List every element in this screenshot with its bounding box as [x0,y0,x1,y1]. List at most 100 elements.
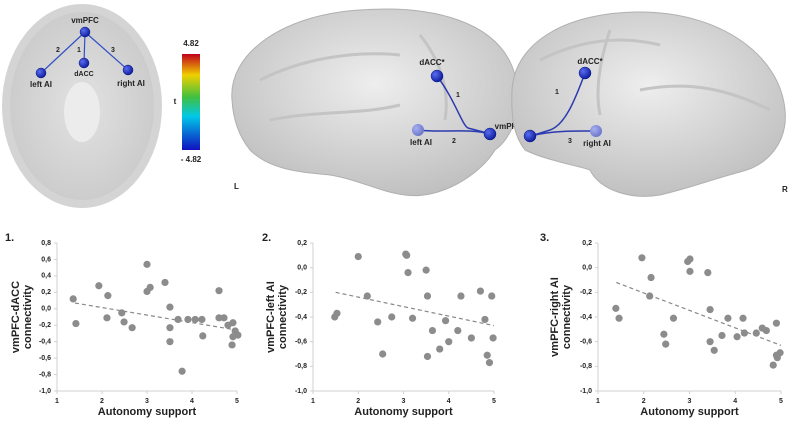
edge-label: 1 [555,89,559,96]
y-tick-label: 0,2 [41,289,51,296]
scatter-chart: 0,2 0,0 -0,2 -0,4 -0,6 -0,8 -1,0 1 2 3 4 5 Autonomy … [262,232,497,418]
point [166,338,174,346]
point [485,359,494,367]
node-label: dACC* [577,57,603,66]
node [590,125,602,137]
node [412,124,424,136]
point [388,313,396,321]
edge [84,31,129,71]
x-axis-label: Autonomy support [640,406,739,418]
y-axis-label: connectivity [277,284,289,349]
edge-label: 1 [77,47,81,54]
panel-label: 2. [262,232,271,244]
point [733,333,741,341]
y-tick-label: 0,0 [582,265,592,272]
point [184,315,192,324]
point [773,354,781,362]
colorbar-scale [182,54,200,150]
point [198,315,206,324]
point [178,367,186,375]
x-axis-label: Autonomy support [354,406,453,418]
point [423,292,432,300]
ventricle [64,82,100,142]
point [166,303,174,311]
point [467,334,475,342]
point [686,255,694,263]
point [706,306,714,314]
point [199,332,207,340]
point [146,283,154,291]
point [229,319,237,327]
node-label: left AI [410,138,432,147]
point [488,292,496,300]
edge-label: 2 [56,47,60,54]
x-tick-label: 4 [733,398,737,405]
edge-label: 3 [568,138,572,145]
point [220,314,228,322]
y-tick-label: 0,0 [41,306,51,313]
node [578,66,592,80]
scatter-chart: 0,8 0,6 0,4 0,2 0,0 -0,2 -0,4 -0,6 -0,8 -1,0 1 2 3 4 5… [5,232,242,418]
y-axis-label: vmPFC-dACC [10,281,22,353]
y-tick-label: -0,8 [295,363,307,370]
point [454,326,462,335]
panel-label: 1. [5,232,14,244]
point [143,260,151,268]
point [739,314,747,322]
point [769,361,777,369]
y-tick-label: -0,8 [39,371,51,378]
y-tick-label: -0,6 [39,355,51,362]
axial-view: vmPFC dACC left AI right AI 1 2 3 [2,4,162,208]
point [379,350,387,358]
y-tick-label: -0,4 [295,314,307,321]
point [72,319,80,328]
trendline [74,302,238,331]
point [669,314,678,322]
x-tick-label: 2 [356,398,360,405]
point [428,326,437,335]
point [762,326,770,335]
edge-label: 1 [456,92,460,99]
point [423,352,432,361]
y-axis-label: connectivity [22,284,34,349]
y-axis-label: vmPFC-right AI [549,277,561,357]
x-tick-label: 1 [311,398,315,405]
point [660,330,668,338]
y-axis-label: vmPFC-left AI [265,281,277,353]
y-tick-label: -1,0 [580,388,592,395]
node [35,67,47,79]
side-label: R [782,185,788,194]
y-tick-label: -1,0 [295,388,307,395]
point [441,317,450,325]
point [646,292,654,300]
node [483,127,497,141]
x-axis-label: Autonomy support [98,406,197,418]
trendline [335,291,495,327]
y-tick-label: 0,0 [297,265,307,272]
side-label: L [234,182,239,191]
point [740,329,749,337]
edge-label: 3 [111,47,115,54]
y-tick-label: -0,4 [580,314,592,321]
x-tick-label: 1 [596,398,600,405]
y-tick-label: -0,6 [295,339,307,346]
point [476,287,485,295]
right-hemisphere: dACC* right AI 1 3 R [511,11,788,197]
y-tick-label: -0,2 [580,289,592,296]
y-tick-label: -0,2 [39,322,51,329]
point [638,254,646,262]
y-tick-label: 0,2 [297,240,307,247]
point [436,345,444,353]
point [772,319,781,327]
colorbar-label: t [174,97,177,106]
node [523,129,537,143]
y-tick-label: -0,2 [295,289,307,296]
scatter-chart: 0,2 0,0 -0,2 -0,4 -0,6 -0,8 -1,0 1 2 3 4 5 Autonomy … [540,232,784,418]
point [354,252,362,261]
point [710,346,718,354]
trendline [616,281,782,346]
node-label: dACC* [419,58,445,67]
point [403,251,411,259]
point [374,318,382,326]
point [215,287,223,295]
